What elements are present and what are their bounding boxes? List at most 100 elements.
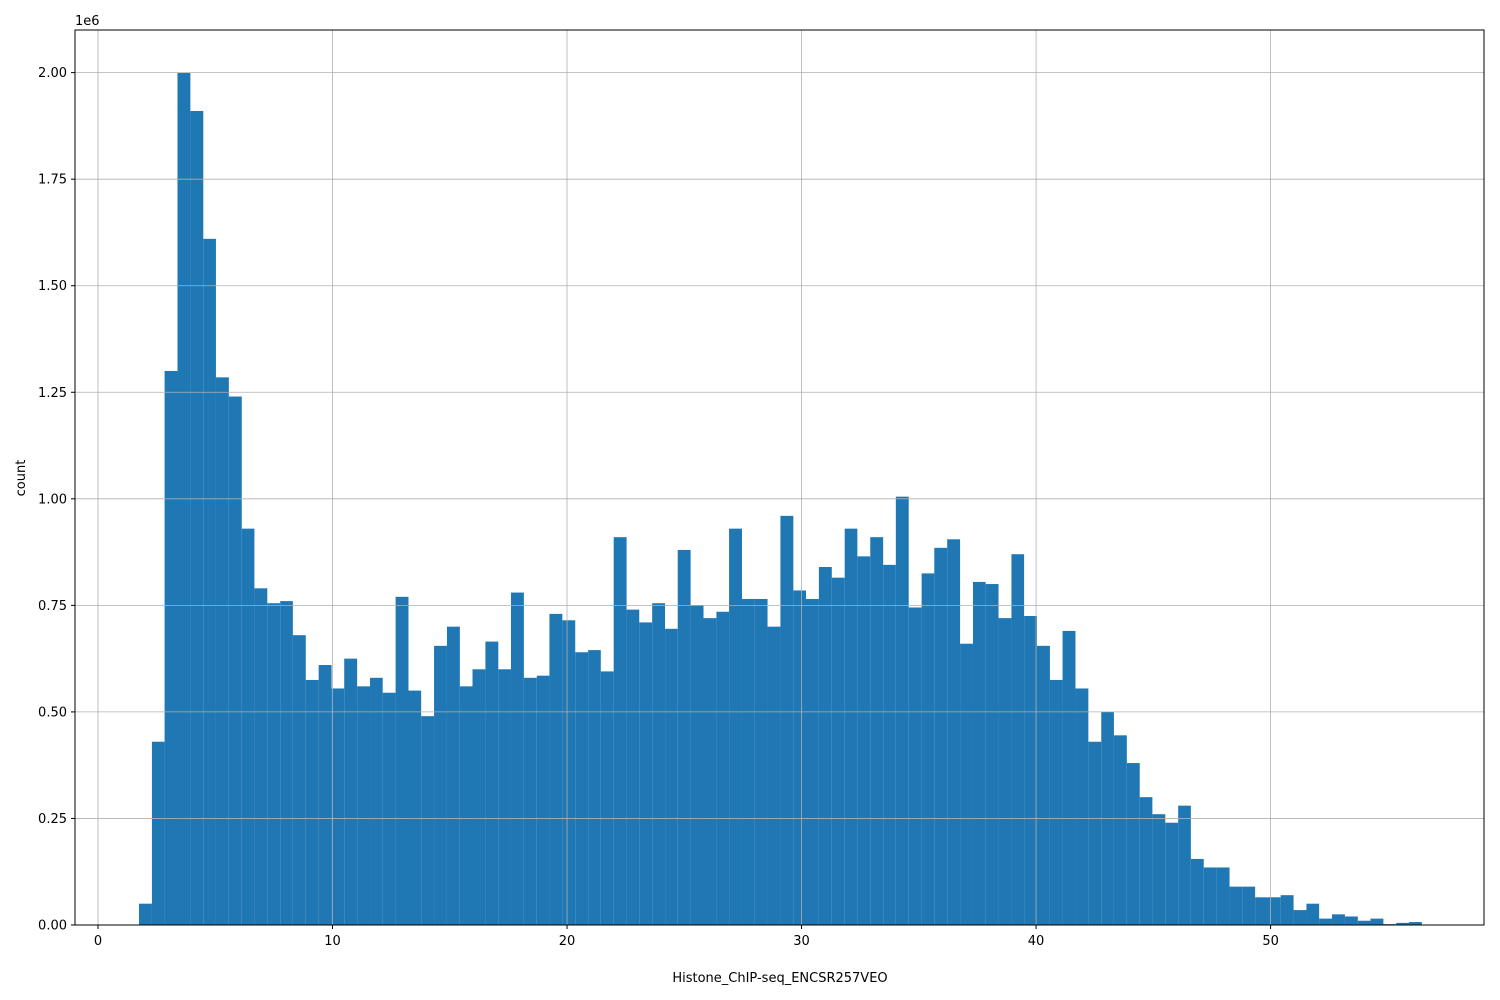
y-offset-label: 1e6 bbox=[75, 14, 100, 29]
bar bbox=[1075, 688, 1089, 925]
bar bbox=[600, 671, 614, 925]
bar bbox=[241, 528, 255, 925]
bar bbox=[908, 607, 922, 925]
bar bbox=[267, 603, 281, 925]
bar bbox=[716, 611, 730, 925]
bar bbox=[472, 669, 486, 925]
bar bbox=[639, 622, 653, 925]
y-tick-label: 1.50 bbox=[38, 279, 67, 294]
y-tick-label: 1.25 bbox=[38, 386, 67, 401]
bar bbox=[1306, 903, 1320, 925]
x-axis-label: Histone_ChIP-seq_ENCSR257VEO bbox=[672, 971, 887, 986]
bar bbox=[1011, 554, 1025, 925]
bar bbox=[139, 903, 152, 925]
bar bbox=[1396, 922, 1409, 925]
bar bbox=[895, 496, 909, 925]
bar bbox=[575, 652, 589, 925]
bar bbox=[1229, 886, 1243, 925]
bar bbox=[562, 620, 576, 925]
bar bbox=[1062, 630, 1076, 925]
bar bbox=[1255, 897, 1269, 925]
bar bbox=[228, 396, 242, 925]
bar bbox=[806, 598, 819, 925]
bar bbox=[331, 688, 345, 925]
bar bbox=[1165, 822, 1179, 925]
bar bbox=[1332, 914, 1345, 925]
bar bbox=[1126, 763, 1140, 925]
bar bbox=[857, 556, 871, 925]
y-tick-label: 1.75 bbox=[38, 173, 67, 188]
bar bbox=[1037, 645, 1050, 925]
bar bbox=[1088, 741, 1102, 925]
bar bbox=[1344, 916, 1358, 925]
bar bbox=[921, 573, 935, 925]
bar bbox=[408, 690, 422, 925]
bar bbox=[1049, 679, 1063, 925]
bar bbox=[960, 643, 973, 925]
bar bbox=[164, 370, 178, 925]
bar bbox=[421, 716, 435, 925]
bar bbox=[434, 645, 447, 925]
bar bbox=[754, 598, 768, 925]
bar bbox=[1139, 797, 1153, 925]
bar bbox=[292, 635, 306, 925]
bar bbox=[280, 601, 293, 925]
bar bbox=[883, 564, 896, 925]
bar bbox=[972, 581, 986, 925]
bar bbox=[344, 658, 358, 925]
x-tick-label: 10 bbox=[324, 934, 341, 949]
bar bbox=[741, 598, 755, 925]
y-tick-label: 0.25 bbox=[38, 812, 67, 827]
bar bbox=[1357, 920, 1371, 925]
bar bbox=[510, 592, 524, 925]
bar bbox=[1113, 735, 1127, 925]
bar bbox=[626, 609, 640, 925]
bar bbox=[370, 677, 383, 925]
x-tick-label: 0 bbox=[94, 934, 102, 949]
bar bbox=[305, 679, 319, 925]
bar bbox=[151, 741, 165, 925]
bar bbox=[652, 603, 666, 925]
bar bbox=[1216, 867, 1230, 925]
bar bbox=[190, 110, 204, 925]
bar bbox=[382, 692, 396, 925]
x-tick-label: 50 bbox=[1262, 934, 1279, 949]
bar bbox=[523, 677, 537, 925]
bar bbox=[1268, 897, 1281, 925]
bar bbox=[793, 590, 807, 925]
y-axis-label: count bbox=[14, 460, 29, 497]
bar bbox=[203, 238, 216, 926]
bar bbox=[485, 641, 499, 925]
bar bbox=[985, 584, 999, 925]
bar bbox=[1370, 918, 1384, 925]
y-tick-label: 2.00 bbox=[38, 66, 67, 81]
bar bbox=[947, 539, 961, 925]
bar bbox=[677, 549, 691, 925]
bar bbox=[818, 567, 832, 925]
bar bbox=[1293, 910, 1307, 925]
bar bbox=[1190, 858, 1204, 925]
bar bbox=[780, 515, 794, 925]
bar bbox=[588, 650, 601, 925]
y-tick-label: 1.00 bbox=[38, 492, 67, 507]
x-tick-label: 40 bbox=[1028, 934, 1045, 949]
bar bbox=[446, 626, 460, 925]
bar bbox=[357, 686, 371, 925]
bar bbox=[254, 588, 268, 925]
bar bbox=[549, 613, 563, 925]
bar bbox=[844, 528, 858, 925]
y-tick-label: 0.00 bbox=[38, 919, 67, 934]
bar bbox=[1152, 814, 1166, 925]
bar bbox=[831, 577, 845, 925]
bar bbox=[613, 537, 627, 925]
y-tick-label: 0.50 bbox=[38, 705, 67, 720]
bar bbox=[1280, 895, 1294, 925]
bar bbox=[395, 596, 409, 925]
bar bbox=[703, 618, 717, 925]
bar bbox=[665, 628, 678, 925]
bar bbox=[1408, 922, 1422, 925]
y-tick-label: 0.75 bbox=[38, 599, 67, 614]
bar bbox=[459, 686, 473, 925]
bar bbox=[1319, 918, 1333, 925]
